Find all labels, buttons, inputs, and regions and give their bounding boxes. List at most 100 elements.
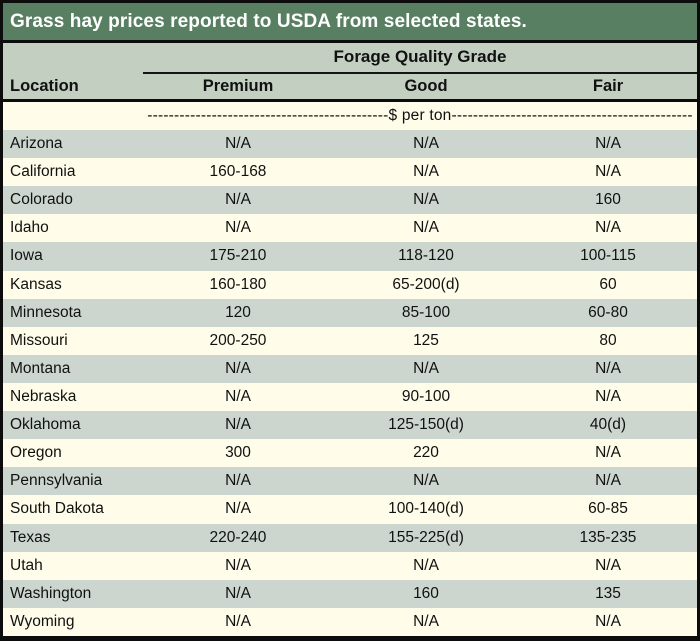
cell-premium-price: 200-250 xyxy=(209,331,267,349)
cell-good-price: N/A xyxy=(413,472,439,490)
cell-fair-price: N/A xyxy=(595,388,621,406)
table-row: Oregon 300 220 N/A xyxy=(3,439,697,468)
cell-premium-price: N/A xyxy=(225,612,251,630)
cell-premium-price: 160-180 xyxy=(209,275,267,293)
cell-good-price: N/A xyxy=(413,163,439,181)
cell-location: Missouri xyxy=(10,331,68,349)
group-header-forage-quality-grade: Forage Quality Grade xyxy=(143,43,697,74)
cell-location: Nebraska xyxy=(10,388,77,406)
cell-good-price: 85-100 xyxy=(401,303,451,321)
column-header-fair: Fair xyxy=(592,77,624,95)
cell-premium-price: N/A xyxy=(225,500,251,518)
cell-fair-price: 60-80 xyxy=(588,303,628,321)
cell-fair-price: N/A xyxy=(595,472,621,490)
cell-fair-price: N/A xyxy=(595,163,621,181)
cell-premium-price: N/A xyxy=(225,556,251,574)
cell-fair-price: 40(d) xyxy=(589,416,627,434)
cell-fair-price: N/A xyxy=(595,612,621,630)
cell-fair-price: 60 xyxy=(599,275,617,293)
cell-location: Utah xyxy=(10,556,43,574)
unit-row: ----------------------------------------… xyxy=(3,102,697,130)
cell-premium-price: 160-168 xyxy=(209,163,267,181)
location-header-spacer xyxy=(3,43,143,74)
cell-premium-price: 220-240 xyxy=(209,528,267,546)
cell-premium-price: N/A xyxy=(225,135,251,153)
table-row: Washington N/A 160 135 xyxy=(3,579,697,608)
cell-premium-price: 300 xyxy=(225,444,251,462)
cell-good-price: 90-100 xyxy=(401,388,451,406)
cell-location: Wyoming xyxy=(10,612,75,630)
group-header-row: Forage Quality Grade xyxy=(3,43,697,74)
cell-premium-price: N/A xyxy=(225,388,251,406)
cell-fair-price: N/A xyxy=(595,556,621,574)
cell-fair-price: 60-85 xyxy=(588,500,628,518)
cell-good-price: 160 xyxy=(413,584,439,602)
cell-good-price: 125 xyxy=(413,331,439,349)
table-row: Utah N/A N/A N/A xyxy=(3,551,697,580)
cell-good-price: N/A xyxy=(413,612,439,630)
cell-location: Oregon xyxy=(10,444,62,462)
cell-good-price: 65-200(d) xyxy=(392,275,460,293)
table-title: Grass hay prices reported to USDA from s… xyxy=(3,3,697,43)
cell-location: Montana xyxy=(10,359,71,377)
cell-location: Kansas xyxy=(10,275,62,293)
cell-premium-price: N/A xyxy=(225,191,251,209)
column-header-premium: Premium xyxy=(202,77,274,95)
cell-good-price: 220 xyxy=(413,444,439,462)
table-row: Arizona N/A N/A N/A xyxy=(3,130,697,159)
cell-good-price: N/A xyxy=(413,219,439,237)
table-body: Arizona N/A N/A N/A California 160-168 N… xyxy=(3,130,697,636)
column-header-row: Location Premium Good Fair xyxy=(3,74,697,99)
table-row: Colorado N/A N/A 160 xyxy=(3,186,697,215)
cell-fair-price: 80 xyxy=(599,331,617,349)
table-row: Oklahoma N/A 125-150(d) 40(d) xyxy=(3,411,697,440)
cell-fair-price: N/A xyxy=(595,135,621,153)
cell-fair-price: N/A xyxy=(595,359,621,377)
table-row: California 160-168 N/A N/A xyxy=(3,158,697,187)
table-row: Nebraska N/A 90-100 N/A xyxy=(3,382,697,412)
cell-location: Texas xyxy=(10,528,51,546)
cell-location: Washington xyxy=(10,584,92,602)
column-header-location: Location xyxy=(10,77,79,95)
table-row: South Dakota N/A 100-140(d) 60-85 xyxy=(3,495,697,524)
table-row: Wyoming N/A N/A N/A xyxy=(3,607,697,636)
cell-good-price: N/A xyxy=(413,135,439,153)
cell-good-price: N/A xyxy=(413,359,439,377)
cell-premium-price: N/A xyxy=(225,219,251,237)
cell-good-price: N/A xyxy=(413,556,439,574)
column-header-good: Good xyxy=(404,77,448,95)
table-row: Texas 220-240 155-225(d) 135-235 xyxy=(3,523,697,552)
cell-location: South Dakota xyxy=(10,500,104,518)
table-row: Iowa 175-210 118-120 100-115 xyxy=(3,242,697,271)
unit-label: ----------------------------------------… xyxy=(147,107,693,124)
cell-good-price: 118-120 xyxy=(398,247,454,265)
cell-fair-price: N/A xyxy=(595,219,621,237)
cell-fair-price: 135-235 xyxy=(579,528,637,546)
cell-fair-price: 100-115 xyxy=(580,247,636,265)
table-row: Missouri 200-250 125 80 xyxy=(3,326,697,355)
cell-premium-price: N/A xyxy=(225,359,251,377)
cell-location: Arizona xyxy=(10,135,63,153)
cell-fair-price: 160 xyxy=(595,191,621,209)
cell-good-price: 155-225(d) xyxy=(388,528,464,546)
cell-location: Minnesota xyxy=(10,303,82,321)
table-row: Kansas 160-180 65-200(d) 60 xyxy=(3,270,697,299)
table-row: Montana N/A N/A N/A xyxy=(3,354,697,383)
table-row: Pennsylvania N/A N/A N/A xyxy=(3,467,697,496)
table-row: Minnesota 120 85-100 60-80 xyxy=(3,298,697,327)
cell-location: California xyxy=(10,163,76,181)
table-row: Idaho N/A N/A N/A xyxy=(3,214,697,243)
cell-premium-price: N/A xyxy=(225,472,251,490)
cell-fair-price: N/A xyxy=(595,444,621,462)
cell-good-price: N/A xyxy=(413,191,439,209)
cell-premium-price: N/A xyxy=(225,584,251,602)
cell-good-price: 100-140(d) xyxy=(388,500,464,518)
cell-premium-price: 120 xyxy=(225,303,251,321)
cell-location: Oklahoma xyxy=(10,416,81,434)
cell-location: Iowa xyxy=(10,247,43,265)
cell-premium-price: N/A xyxy=(225,416,251,434)
cell-location: Colorado xyxy=(10,191,73,209)
cell-location: Pennsylvania xyxy=(10,472,103,490)
cell-good-price: 125-150(d) xyxy=(388,416,464,434)
